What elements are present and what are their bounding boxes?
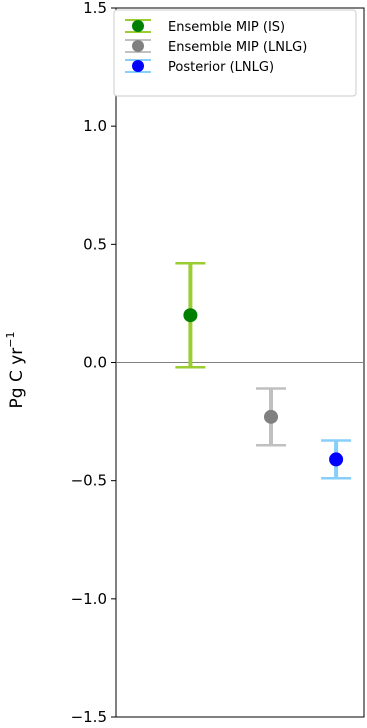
legend-entry-1: Ensemble MIP (LNLG)	[125, 39, 307, 55]
y-tick-label: 1.0	[83, 117, 107, 135]
y-axis-ticks: −1.5 −1.0 −0.5 0.0 0.5 1.0 1.5	[71, 0, 116, 726]
y-tick-label: −1.5	[71, 708, 107, 726]
series-2	[321, 439, 352, 480]
legend-frame	[113, 9, 357, 97]
y-axis-label-superscript: −1	[4, 332, 17, 348]
series-1	[256, 387, 286, 447]
y-tick-label: 0.5	[83, 235, 107, 253]
series-0	[175, 261, 206, 369]
legend-label: Ensemble MIP (LNLG)	[168, 40, 307, 55]
y-axis-label: Pg C yr−1	[4, 332, 27, 409]
legend-label: Posterior (LNLG)	[168, 60, 274, 75]
y-tick-label: −0.5	[71, 472, 107, 490]
data-point	[329, 452, 344, 467]
y-tick-label: −1.0	[71, 590, 107, 608]
legend-marker-icon	[132, 60, 144, 72]
legend-marker-icon	[132, 20, 144, 32]
y-tick-label: 1.5	[83, 0, 107, 17]
series-layer	[175, 261, 352, 480]
data-point	[264, 409, 278, 424]
y-axis-label-text: Pg C yr	[7, 348, 27, 409]
data-point	[183, 308, 198, 323]
y-tick-label: 0.0	[83, 354, 107, 372]
legend-label: Ensemble MIP (IS)	[168, 20, 285, 35]
legend-entry-2: Posterior (LNLG)	[125, 59, 274, 75]
legend-items: Ensemble MIP (IS) Ensemble MIP (LNLG) Post…	[125, 19, 307, 75]
legend: Ensemble MIP (IS) Ensemble MIP (LNLG) Post…	[113, 9, 357, 97]
legend-marker-icon	[132, 40, 144, 52]
legend-entry-0: Ensemble MIP (IS)	[125, 19, 285, 35]
axes	[115, 7, 365, 718]
